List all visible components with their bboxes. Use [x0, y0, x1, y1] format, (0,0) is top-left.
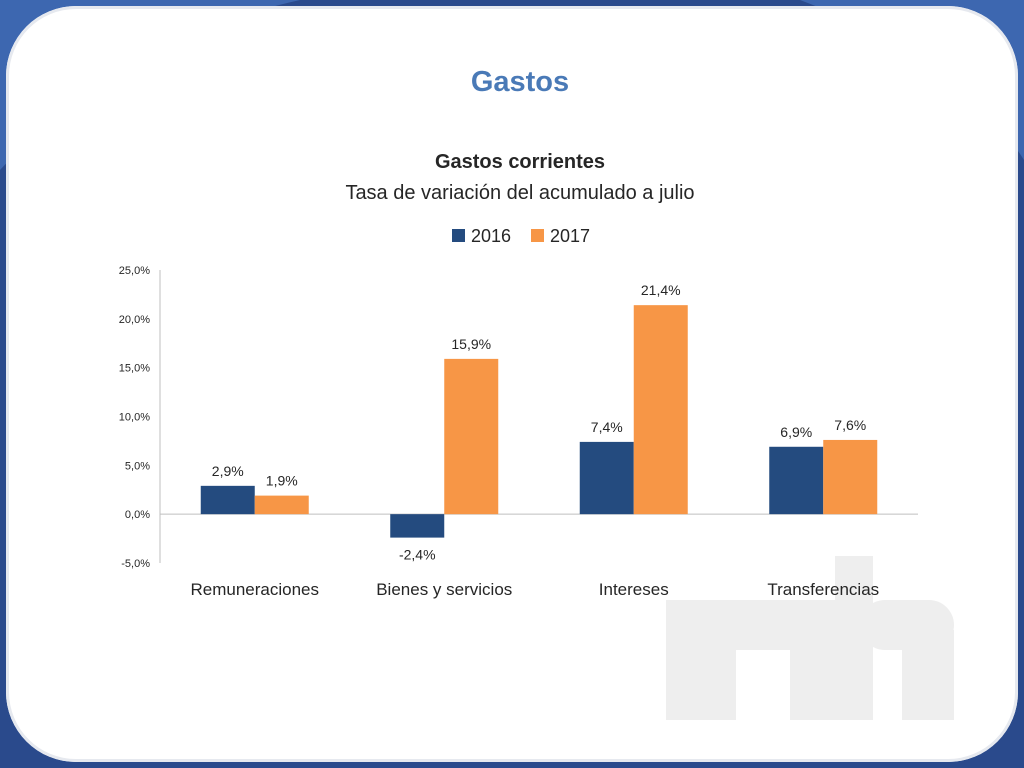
bar-2016: [579, 441, 634, 515]
bar-2016: [769, 446, 824, 515]
bar-2017: [254, 495, 309, 515]
legend-swatch-2016: [452, 229, 465, 242]
data-label: 2,9%: [212, 463, 244, 479]
legend-label-2016: 2016: [471, 226, 511, 246]
page-title: Gastos: [470, 66, 570, 98]
data-label: 6,9%: [780, 424, 812, 440]
y-tick-label: -5,0%: [121, 558, 150, 570]
data-label: 1,9%: [266, 473, 298, 489]
x-category-label: Transferencias: [767, 580, 879, 599]
bar-2017: [633, 305, 688, 515]
bar-2016: [390, 514, 445, 538]
y-tick-label: 15,0%: [119, 363, 150, 375]
x-category-label: Intereses: [599, 580, 669, 599]
chart-subtitle: Tasa de variación del acumulado a julio: [345, 182, 694, 204]
data-label: -2,4%: [399, 547, 436, 563]
data-label: 7,4%: [591, 419, 623, 435]
y-tick-label: 10,0%: [119, 412, 150, 424]
y-tick-label: 25,0%: [119, 265, 150, 277]
x-category-label: Remuneraciones: [190, 580, 319, 599]
bar-2017: [823, 439, 878, 515]
legend-swatch-2017: [531, 229, 544, 242]
data-label: 15,9%: [451, 336, 491, 352]
y-tick-label: 5,0%: [125, 460, 150, 472]
bar-2016: [200, 485, 255, 515]
watermark-logo: [666, 556, 954, 720]
data-label: 7,6%: [834, 417, 866, 433]
y-tick-label: 0,0%: [125, 509, 150, 521]
data-label: 21,4%: [641, 282, 681, 298]
bar-2017: [444, 358, 499, 515]
chart-title: Gastos corrientes: [435, 151, 605, 173]
y-tick-label: 20,0%: [119, 314, 150, 326]
plot-area: 25,0% 20,0% 15,0% 10,0% 5,0% 0,0% -5,0% 2,9% 1,9…: [119, 265, 918, 599]
legend: 2016 2017: [452, 226, 590, 246]
x-category-label: Bienes y servicios: [376, 580, 512, 599]
legend-label-2017: 2017: [550, 226, 590, 246]
